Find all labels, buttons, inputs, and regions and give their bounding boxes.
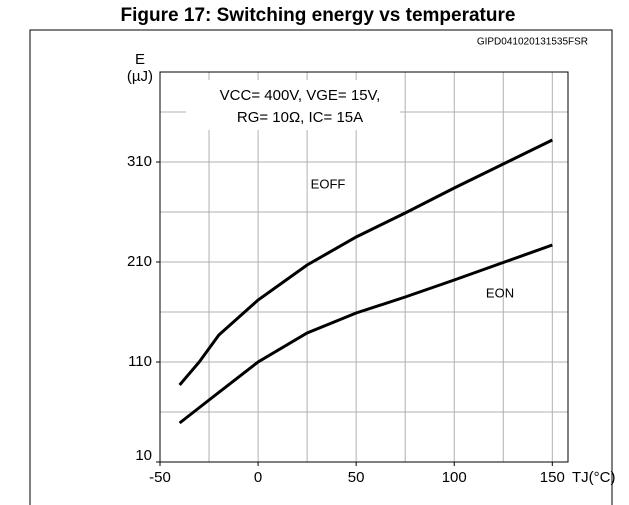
figure-frame (29, 29, 613, 505)
chart-title: Figure 17: Switching energy vs temperatu… (121, 5, 516, 26)
x-tick-label: 50 (348, 469, 365, 486)
annotation: RG= 10Ω, IC= 15A (237, 109, 363, 126)
x-tick-label: 150 (540, 469, 565, 486)
x-axis-label: TJ(°C) (572, 469, 615, 486)
y-tick-label: 10 (135, 447, 152, 464)
series-label: EOFF (311, 176, 346, 191)
y-tick-label: 110 (128, 353, 152, 370)
x-tick-label: 0 (254, 469, 262, 486)
figure-code: GIPD041020131535FSR (477, 37, 588, 48)
series-line (178, 138, 553, 386)
series-label: EON (486, 285, 514, 300)
x-tick-label: -50 (149, 469, 171, 486)
series-line (178, 243, 553, 425)
y-tick-label: 310 (127, 153, 152, 170)
y-axis-unit: (µJ) (127, 68, 153, 85)
annotation-box (186, 80, 400, 130)
x-tick-label: 100 (442, 469, 467, 486)
annotation: VCC= 400V, VGE= 15V, (220, 87, 381, 104)
plot-frame (159, 71, 569, 463)
y-tick-label: 210 (127, 253, 152, 270)
y-axis-label: E (135, 51, 145, 68)
